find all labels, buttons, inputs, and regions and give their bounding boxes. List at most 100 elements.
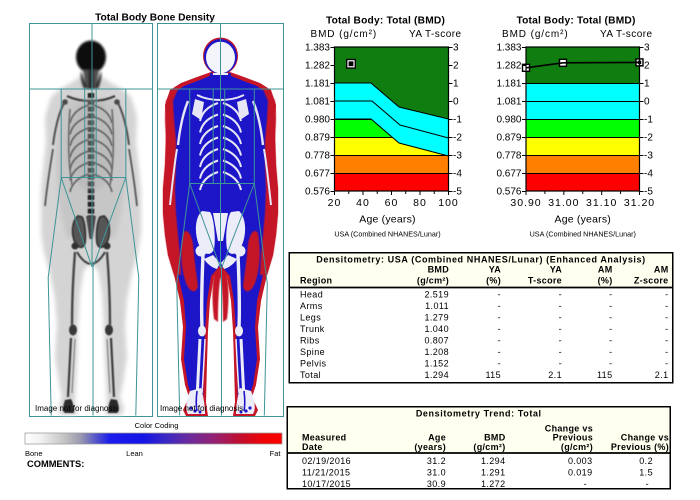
svg-text:02/19/2016: 02/19/2016 [302,456,351,466]
svg-text:COMMENTS:: COMMENTS: [27,459,84,469]
svg-text:Color Coding: Color Coding [135,421,179,430]
svg-text:0.677: 0.677 [305,169,330,180]
svg-text:Lean: Lean [126,449,143,458]
svg-text:2: 2 [644,61,650,72]
svg-text:Densitometry Trend: Total: Densitometry Trend: Total [416,409,542,419]
svg-text:(%): (%) [486,276,501,286]
svg-text:T-score: T-score [528,276,562,286]
svg-text:1.383: 1.383 [496,43,521,54]
svg-text:Head: Head [300,290,323,300]
svg-text:-: - [646,479,649,489]
svg-text:-: - [498,347,501,357]
svg-text:1.5: 1.5 [639,468,653,478]
svg-text:BMD: BMD [428,265,450,275]
svg-text:-: - [498,324,501,334]
svg-text:-: - [559,301,562,311]
svg-text:1.294: 1.294 [424,370,449,380]
svg-text:(%): (%) [598,276,613,286]
svg-text:BMD: BMD [484,433,506,443]
svg-text:Age (years): Age (years) [359,214,415,226]
svg-text:Date: Date [302,442,323,452]
svg-text:YA T-score: YA T-score [409,29,461,40]
svg-text:-: - [665,313,668,323]
svg-text:31.00: 31.00 [548,197,579,209]
svg-text:1.279: 1.279 [424,313,449,323]
svg-text:-: - [609,301,612,311]
svg-text:Age (years): Age (years) [555,214,611,226]
svg-text:BMD (g/cm²): BMD (g/cm²) [311,29,378,40]
svg-text:Bone: Bone [25,449,43,458]
svg-text:Densitometry: USA (Combined NH: Densitometry: USA (Combined NHANES/Lunar… [316,255,645,265]
svg-text:(g/cm²): (g/cm²) [561,442,593,452]
svg-text:1.181: 1.181 [305,79,330,90]
svg-text:31.20: 31.20 [624,197,655,209]
svg-text:-: - [559,336,562,346]
svg-text:100: 100 [438,197,459,209]
svg-text:-: - [609,313,612,323]
svg-text:1.152: 1.152 [424,359,449,369]
svg-text:-4: -4 [453,169,462,180]
svg-text:Trunk: Trunk [300,324,325,334]
svg-text:Fat: Fat [270,449,282,458]
svg-text:Region: Region [300,276,332,286]
svg-text:0.576: 0.576 [305,187,330,198]
svg-text:1: 1 [644,79,650,90]
svg-text:-2: -2 [644,133,653,144]
svg-text:1.294: 1.294 [481,456,506,466]
svg-text:40: 40 [356,197,370,209]
svg-text:20: 20 [328,197,342,209]
svg-text:-: - [498,301,501,311]
svg-text:Age: Age [428,433,446,443]
svg-text:0.879: 0.879 [305,133,330,144]
svg-text:0.778: 0.778 [305,151,330,162]
svg-text:1.282: 1.282 [305,61,330,72]
svg-text:Total Body: Total (BMD): Total Body: Total (BMD) [326,16,445,27]
svg-text:31.0: 31.0 [427,468,446,478]
svg-text:1.181: 1.181 [496,79,521,90]
svg-text:Spine: Spine [300,347,325,357]
svg-text:0.980: 0.980 [496,115,521,126]
svg-text:1.081: 1.081 [305,97,330,108]
svg-text:-5: -5 [453,187,462,198]
svg-text:AM: AM [654,265,669,275]
svg-text:-: - [559,290,562,300]
svg-text:AM: AM [598,265,613,275]
svg-text:-: - [665,324,668,334]
svg-text:-: - [609,324,612,334]
svg-text:-: - [665,301,668,311]
svg-text:3: 3 [644,43,650,54]
svg-text:-1: -1 [453,115,462,126]
svg-text:115: 115 [485,370,501,380]
svg-text:2: 2 [453,61,459,72]
svg-text:-: - [609,359,612,369]
svg-text:-: - [584,479,587,489]
svg-text:0.807: 0.807 [424,336,449,346]
svg-text:0.576: 0.576 [496,187,521,198]
svg-text:2.1: 2.1 [655,370,669,380]
svg-text:31.10: 31.10 [586,197,617,209]
svg-text:-: - [665,347,668,357]
svg-text:-: - [665,359,668,369]
svg-text:1.040: 1.040 [424,324,449,334]
svg-text:2.519: 2.519 [424,290,449,300]
svg-text:Z-score: Z-score [634,276,669,286]
svg-text:Total: Total [300,370,321,380]
svg-text:-: - [559,313,562,323]
svg-text:Arms: Arms [300,301,323,311]
svg-text:Total Body Bone Density: Total Body Bone Density [95,13,215,24]
svg-text:Legs: Legs [300,313,321,323]
svg-text:0.778: 0.778 [496,151,521,162]
svg-text:(years): (years) [414,442,446,452]
svg-text:-: - [559,324,562,334]
svg-text:-: - [609,347,612,357]
svg-text:-: - [665,336,668,346]
svg-text:-3: -3 [453,151,462,162]
svg-text:Previous (%): Previous (%) [611,442,669,452]
svg-text:60: 60 [385,197,399,209]
svg-text:115: 115 [597,370,613,380]
svg-text:2.1: 2.1 [548,370,562,380]
svg-text:USA (Combined NHANES/Lunar): USA (Combined NHANES/Lunar) [530,230,636,239]
svg-text:0.019: 0.019 [568,468,593,478]
svg-text:1: 1 [453,79,459,90]
svg-text:0.003: 0.003 [568,456,593,466]
